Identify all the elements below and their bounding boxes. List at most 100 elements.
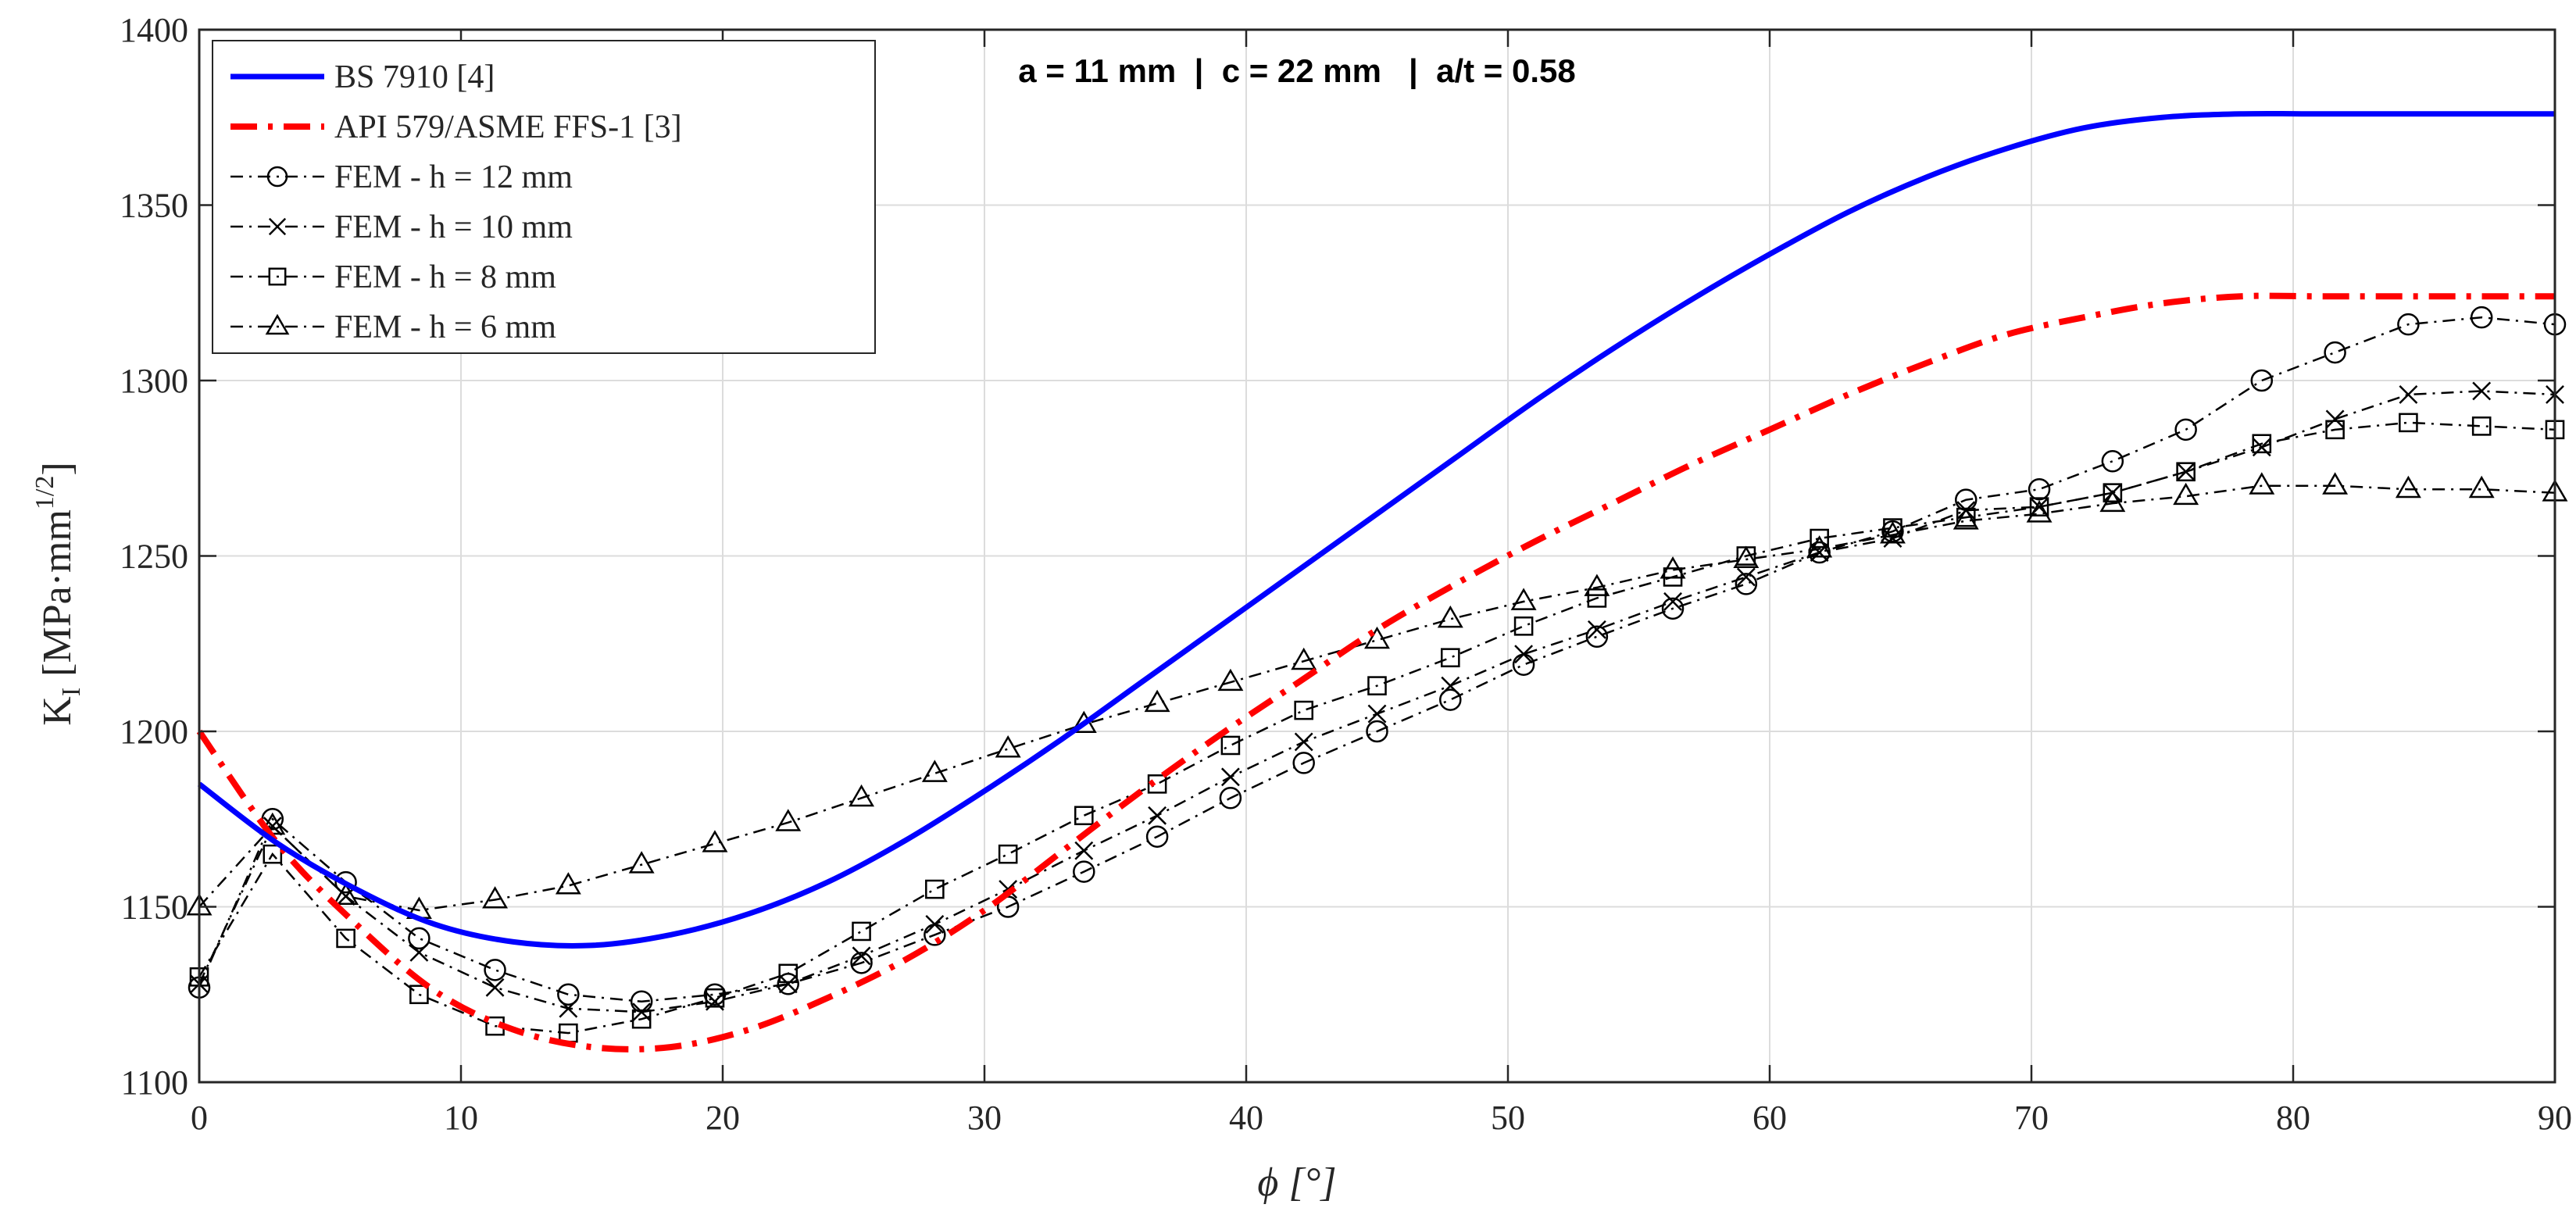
data-point-fem-h-6-mm: [555, 872, 581, 895]
data-point-fem-h-10-mm: [1220, 767, 1240, 787]
y-axis-title-symbol: K: [35, 696, 80, 726]
series-api-579-asme-ffs-1-3: [196, 292, 2555, 1053]
x-tick-label: 60: [1752, 1099, 1787, 1137]
data-point-fem-h-12-mm: [2324, 341, 2346, 364]
series-fem-h-8-mm: [189, 413, 2565, 1043]
data-point-fem-h-12-mm: [1145, 825, 1169, 848]
axis-tick-labels: 0 10 20 30 40 50 60 70 80 90 1100 1150 1200 1250 1300 1…: [120, 11, 2572, 1137]
x-axis-title: ϕ [°]: [1257, 1160, 1336, 1205]
data-point-fem-h-10-mm: [409, 942, 429, 962]
data-point-fem-h-12-mm: [2101, 450, 2124, 473]
series-fem-h-6-mm: [186, 472, 2568, 919]
legend-label: API 579/ASME FFS-1 [3]: [334, 109, 682, 145]
data-point-fem-h-8-mm: [778, 963, 799, 984]
data-point-fem-h-10-mm: [1514, 645, 1534, 664]
x-tick-label: 70: [2014, 1099, 2049, 1137]
data-point-fem-h-8-mm: [1513, 617, 1534, 636]
y-tick-label: 1200: [120, 713, 188, 751]
data-point-fem-h-10-mm: [485, 977, 505, 997]
data-point-fem-h-8-mm: [2325, 420, 2345, 440]
data-point-fem-h-6-mm: [1217, 668, 1244, 692]
data-point-fem-h-6-mm: [1733, 545, 1760, 568]
y-tick-label: 1350: [120, 187, 188, 225]
chart-annotation: a = 11 mm | c = 22 mm | a/t = 0.58: [1018, 52, 1575, 90]
data-point-fem-h-10-mm: [1587, 620, 1606, 639]
data-point-fem-h-12-mm: [2250, 369, 2274, 392]
legend-entry-api-579-asme-ffs-1-3: API 579/ASME FFS-1 [3]: [230, 109, 682, 145]
data-point-fem-h-8-mm: [1220, 735, 1241, 756]
legend-entry-fem-h-10-mm: FEM - h = 10 mm: [230, 209, 573, 245]
legend-swatch-marker: [265, 313, 290, 335]
legend-box: [212, 40, 876, 354]
x-tick-label: 30: [967, 1099, 1002, 1137]
x-tick-label: 20: [706, 1099, 740, 1137]
data-point-fem-h-8-mm: [925, 879, 945, 899]
data-point-fem-h-10-mm: [559, 999, 578, 1018]
legend-entry-bs-7910-4: BS 7910 [4]: [230, 59, 495, 95]
data-point-fem-h-6-mm: [1144, 689, 1170, 713]
x-tick-label: 50: [1491, 1099, 1525, 1137]
data-point-fem-h-10-mm: [1663, 591, 1682, 611]
data-point-fem-h-8-mm: [409, 985, 429, 1005]
data-point-fem-h-12-mm: [1439, 688, 1462, 711]
series-line-fem-h-10-mm: [198, 390, 2556, 1013]
y-axis-title-unit: [MPa·mm: [35, 509, 80, 677]
legend-swatch-marker: [266, 166, 288, 188]
y-axis-title: KI [MPa·mm1/2]: [30, 462, 86, 725]
data-point-fem-h-8-mm: [998, 844, 1018, 864]
y-tick-label: 1400: [120, 11, 188, 49]
axis-ticks: [198, 28, 2556, 1084]
series-line-fem-h-8-mm: [198, 421, 2556, 1035]
data-point-fem-h-12-mm: [2470, 306, 2493, 329]
data-point-fem-h-10-mm: [2325, 409, 2345, 429]
data-point-fem-h-12-mm: [850, 952, 873, 974]
data-point-fem-h-6-mm: [2395, 475, 2421, 499]
data-point-fem-h-6-mm: [775, 809, 802, 831]
series-line-fem-h-6-mm: [198, 484, 2556, 912]
y-tick-label: 1300: [120, 362, 188, 400]
data-point-fem-h-8-mm: [705, 988, 725, 1008]
data-point-fem-h-12-mm: [1661, 597, 1685, 620]
data-point-fem-h-6-mm: [2099, 489, 2126, 513]
data-point-fem-h-12-mm: [1585, 625, 1609, 649]
data-point-fem-h-8-mm: [1810, 528, 1829, 549]
data-point-fem-h-10-mm: [2399, 385, 2418, 404]
x-tick-label: 0: [191, 1099, 208, 1137]
legend-entry-fem-h-6-mm: FEM - h = 6 mm: [230, 309, 556, 345]
series-line-fem-h-12-mm: [198, 316, 2556, 1002]
data-point-fem-h-6-mm: [1291, 647, 1317, 670]
data-point-fem-h-6-mm: [1953, 507, 1979, 530]
legend-entry-fem-h-12-mm: FEM - h = 12 mm: [230, 159, 573, 195]
data-point-fem-h-10-mm: [2176, 462, 2195, 481]
data-point-fem-h-6-mm: [2173, 482, 2199, 506]
legend-swatch-marker: [268, 217, 287, 236]
data-point-fem-h-8-mm: [2399, 413, 2418, 433]
data-point-fem-h-6-mm: [995, 735, 1021, 758]
legend-label: FEM - h = 10 mm: [334, 209, 573, 245]
data-point-fem-h-10-mm: [925, 915, 945, 934]
data-point-fem-h-6-mm: [849, 784, 875, 807]
series-line-bs-7910-4: [197, 110, 2555, 949]
data-point-fem-h-6-mm: [1879, 521, 1906, 544]
data-point-fem-h-8-mm: [2471, 416, 2492, 436]
series-fem-h-10-mm: [190, 381, 2564, 1022]
data-point-fem-h-12-mm: [334, 870, 357, 894]
series-line-api-579-asme-ffs-1-3: [196, 292, 2555, 1053]
data-point-fem-h-10-mm: [1074, 841, 1094, 860]
data-point-fem-h-6-mm: [1660, 556, 1686, 579]
data-point-fem-h-10-mm: [1441, 676, 1460, 695]
legend-label: FEM - h = 12 mm: [334, 159, 573, 195]
data-point-fem-h-6-mm: [702, 830, 728, 852]
data-point-fem-h-8-mm: [852, 921, 871, 942]
data-point-fem-h-10-mm: [1148, 806, 1167, 825]
data-point-fem-h-10-mm: [1736, 567, 1756, 587]
data-point-fem-h-6-mm: [1510, 588, 1537, 610]
data-point-fem-h-8-mm: [1367, 676, 1387, 695]
data-point-fem-h-12-mm: [1808, 541, 1831, 564]
data-point-fem-h-8-mm: [263, 844, 283, 864]
data-point-fem-h-8-mm: [336, 928, 355, 949]
legend-entry-fem-h-8-mm: FEM - h = 8 mm: [230, 259, 556, 295]
series-layer: [186, 110, 2568, 1053]
data-point-fem-h-12-mm: [484, 959, 506, 981]
